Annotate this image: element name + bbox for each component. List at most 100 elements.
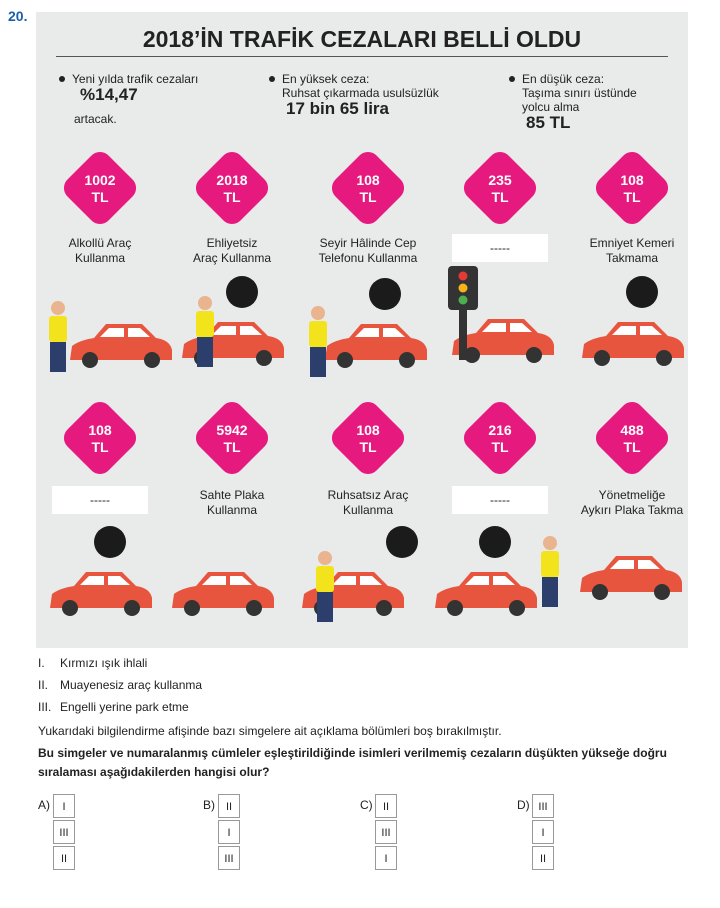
question-line: Bu simgeler ve numaralanmış cümleler eşl… [38,746,667,760]
car-wheel [509,600,525,616]
car-window [332,576,382,585]
fine-amount: 216 [488,422,512,438]
car-body [582,322,684,358]
option-cell: III [532,794,554,818]
fine-unit: TL [623,189,641,205]
officer-legs [542,577,558,607]
car-body [50,572,152,608]
option-cell: III [375,820,397,844]
fine-label: Kullanma [342,503,394,517]
officer-head [543,536,557,550]
speech-bubble [386,526,418,558]
officer-legs [317,592,333,622]
car-wheel [654,584,670,600]
fact-line: En yüksek ceza: [282,72,370,86]
car-window [355,328,405,337]
option-cell: III [218,846,240,870]
option-cell: II [218,794,240,818]
fact-line: Ruhsat çıkarmada usulsüzlük [282,86,439,100]
item-text: Muayenesiz araç kullanma [60,678,203,692]
option-letter: C) [360,798,373,812]
option-cell: II [532,846,554,870]
fine-label: Sahte Plaka [199,488,265,502]
car-wheel [144,352,160,368]
speech-bubble [479,526,511,558]
car-wheel [82,352,98,368]
fact-line: Taşıma sınırı üstünde [522,86,637,100]
fine-amount: 108 [88,422,112,438]
poster-title: 2018’İN TRAFİK CEZALARI BELLİ OLDU [142,26,582,52]
car-wheel [246,600,262,616]
option-cell: I [218,820,240,844]
fine-unit: TL [491,189,509,205]
item-text: Kırmızı ışık ihlali [60,656,148,670]
officer-legs [50,342,66,372]
fine-label: Emniyet Kemeri [589,236,675,250]
blank-box: ----- [452,486,548,514]
officer-body [541,551,559,577]
fact-line: Yeni yılda trafik cezaları [72,72,199,86]
speech-bubble [94,526,126,558]
car-wheel [464,347,480,363]
fact-highlight: 85 TL [526,113,571,132]
car-body [435,572,537,608]
officer-body [316,566,334,592]
fine-unit: TL [359,439,377,455]
option-cell: I [375,846,397,870]
fine-label: Kullanma [206,503,258,517]
fine-amount: 108 [356,422,380,438]
speech-bubble [226,276,258,308]
fact-highlight: 17 bin 65 lira [286,99,389,118]
officer-legs [197,337,213,367]
speech-bubble [369,278,401,310]
officer-head [318,551,332,565]
officer-legs [310,347,326,377]
blank-box: ----- [452,234,548,262]
car-wheel [256,350,272,366]
car-wheel [124,600,140,616]
traffic-light-pole [459,300,467,360]
option-cell: I [53,794,75,818]
fact-highlight: %14,47 [80,85,138,104]
car-window [100,328,150,337]
item-numeral: III. [38,700,52,714]
light [458,271,468,281]
fine-label: Telefonu Kullanma [318,251,418,265]
fine-label: Ruhsatsız Araç [327,488,409,502]
officer-body [49,316,67,342]
fine-unit: TL [359,189,377,205]
fine-label: Yönetmeliğe [598,488,666,502]
speech-bubble [626,276,658,308]
option-cell: II [53,846,75,870]
car-wheel [526,347,542,363]
car-window [610,560,660,569]
car-body [172,572,274,608]
car-wheel [594,350,610,366]
fine-label: Alkollü Araç [68,236,132,250]
option-letter: A) [38,798,50,812]
car-window [465,576,515,585]
car-window [212,326,262,335]
fine-unit: TL [91,439,109,455]
title-rule [56,56,668,57]
bullet [269,76,275,82]
question-number: 20. [8,8,28,24]
fine-label: Seyir Hâlinde Cep [319,236,417,250]
fact-line: En düşük ceza: [522,72,605,86]
car-wheel [337,352,353,368]
fine-amount: 2018 [216,172,248,188]
fact-after: artacak. [74,112,117,126]
fine-label: Aykırı Plaka Takma [580,503,684,517]
car-window [482,323,532,332]
option-cell: III [53,820,75,844]
officer-head [198,296,212,310]
blank-box: ----- [52,486,148,514]
car-body [580,556,682,592]
fine-unit: TL [223,439,241,455]
car-window [80,576,130,585]
fine-unit: TL [491,439,509,455]
fine-amount: 235 [488,172,512,188]
car-body [70,324,172,360]
